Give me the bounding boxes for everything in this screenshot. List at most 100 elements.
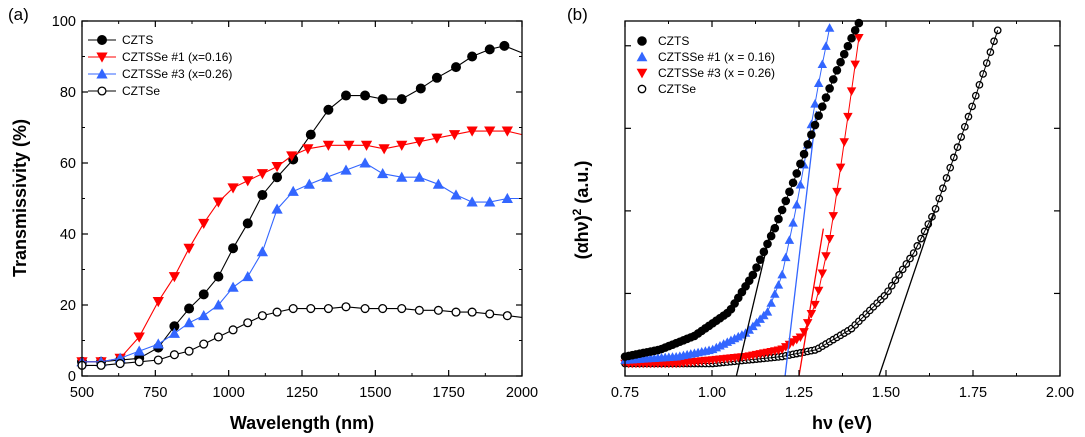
series-cztse [77, 302, 523, 370]
legend-marker [636, 68, 648, 79]
legend-entry-czts: CZTS [88, 33, 153, 47]
data-point [213, 332, 223, 342]
data-point [431, 72, 442, 83]
legend-label: CZTSSe #1 (x = 0.16) [658, 50, 775, 64]
legend-marker [96, 68, 108, 79]
y-tick-label: 40 [60, 227, 76, 243]
series-cztsse-1-x-0-16 [620, 23, 835, 377]
legend-label: CZTS [122, 33, 153, 47]
data-point [343, 140, 355, 151]
data-point [288, 303, 298, 314]
data-point [212, 299, 225, 310]
data-point [378, 303, 388, 314]
data-point [360, 140, 373, 151]
x-tick-label: 1.75 [959, 385, 987, 401]
panel-b-chart: (b) 0.75 1.00 1.25 1.50 1.75 2.00 hν (eV) (αh… [567, 5, 1074, 433]
panel-b-y-axis-title-unit: (a.u.) [572, 161, 592, 209]
panel-a-series-layer [76, 40, 523, 370]
x-tick-label: 500 [70, 385, 94, 401]
series-czts [620, 18, 864, 377]
data-point [272, 307, 282, 317]
legend-marker [636, 51, 648, 62]
legend-entry-cztse: CZTSe [637, 82, 696, 96]
data-point [484, 196, 496, 207]
data-point [502, 311, 512, 321]
data-point [467, 51, 478, 62]
legend-label: CZTSSe #3 (x=0.26) [122, 67, 232, 81]
data-point [303, 178, 315, 189]
data-point [286, 151, 298, 162]
data-point [168, 327, 181, 338]
data-point [306, 303, 316, 314]
data-point [485, 309, 495, 319]
data-point [256, 169, 269, 180]
x-tick-label: 2000 [506, 385, 538, 401]
legend-marker [96, 52, 108, 63]
x-tick-label: 1500 [359, 385, 391, 401]
fit-line-cztsse-1-x-0-16 [784, 110, 818, 377]
panel-b-ticks: 0.75 1.00 1.25 1.50 1.75 2.00 [611, 21, 1074, 401]
y-tick-label: 60 [60, 156, 76, 172]
legend-marker [637, 84, 647, 94]
panel-b-y-axis-title: (αhν)2 (a.u.) [570, 161, 592, 260]
data-point [501, 126, 513, 137]
data-point [227, 183, 239, 194]
y-tick-label: 20 [60, 298, 76, 314]
legend-entry-cztsse-1-x-0-16: CZTSSe #1 (x = 0.16) [636, 50, 775, 64]
data-point [359, 157, 371, 168]
data-point [397, 303, 407, 314]
legend-entry-cztsse-3-x-0-26: CZTSSe #3 (x=0.26) [88, 67, 232, 81]
data-point [183, 317, 195, 328]
data-point [213, 271, 224, 282]
panel-a-x-axis-title: Wavelength (nm) [230, 413, 374, 433]
series-cztsse-1-x-0-16 [76, 126, 523, 368]
data-point [323, 104, 334, 115]
data-point [377, 94, 388, 105]
data-point [242, 218, 253, 229]
data-point [242, 176, 254, 187]
data-point [413, 171, 425, 182]
data-point [824, 23, 835, 32]
panel-b-legend: CZTS CZTSSe #1 (x = 0.16) CZTSSe #3 (x = 0… [636, 34, 775, 96]
data-point [323, 303, 333, 314]
data-point [360, 303, 370, 314]
data-point [448, 130, 461, 141]
legend-marker [97, 86, 107, 96]
panel-b-letter: (b) [567, 5, 588, 24]
data-point [450, 189, 462, 200]
fit-line-cztsse-3-x-0-26 [798, 228, 825, 377]
panel-a-letter: (a) [8, 5, 29, 24]
panel-b-x-axis-title: hν (eV) [812, 413, 872, 433]
series-line-cztsse-3-x-0-26 [625, 37, 860, 364]
legend-label: CZTS [658, 34, 689, 48]
data-point [287, 185, 299, 196]
legend-entry-czts: CZTS [637, 34, 689, 48]
legend-label: CZTSSe #3 (x = 0.26) [658, 66, 775, 80]
legend-label: CZTSe [122, 84, 160, 98]
series-cztsse-3-x-0-26 [76, 157, 522, 367]
data-point [153, 355, 163, 365]
data-point [302, 144, 314, 155]
data-point [396, 140, 408, 151]
data-point [183, 243, 195, 254]
data-point [451, 62, 461, 73]
data-point [96, 360, 106, 370]
data-point [271, 162, 283, 173]
data-point [134, 357, 144, 367]
data-point [467, 307, 477, 317]
data-point [257, 189, 268, 200]
x-tick-label: 2.00 [1046, 385, 1074, 401]
legend-marker [97, 35, 107, 45]
data-point [228, 325, 238, 335]
data-point [133, 345, 145, 356]
data-point [431, 133, 443, 144]
data-point [198, 218, 210, 229]
data-point [322, 140, 335, 151]
series-line-cztsse-1-x-0-16 [624, 27, 831, 361]
data-point [396, 171, 408, 182]
x-tick-label: 1000 [213, 385, 245, 401]
data-point [305, 129, 316, 140]
series-line-czts [624, 22, 860, 358]
legend-label: CZTSSe #1 (x=0.16) [122, 50, 232, 64]
data-point [413, 137, 425, 148]
